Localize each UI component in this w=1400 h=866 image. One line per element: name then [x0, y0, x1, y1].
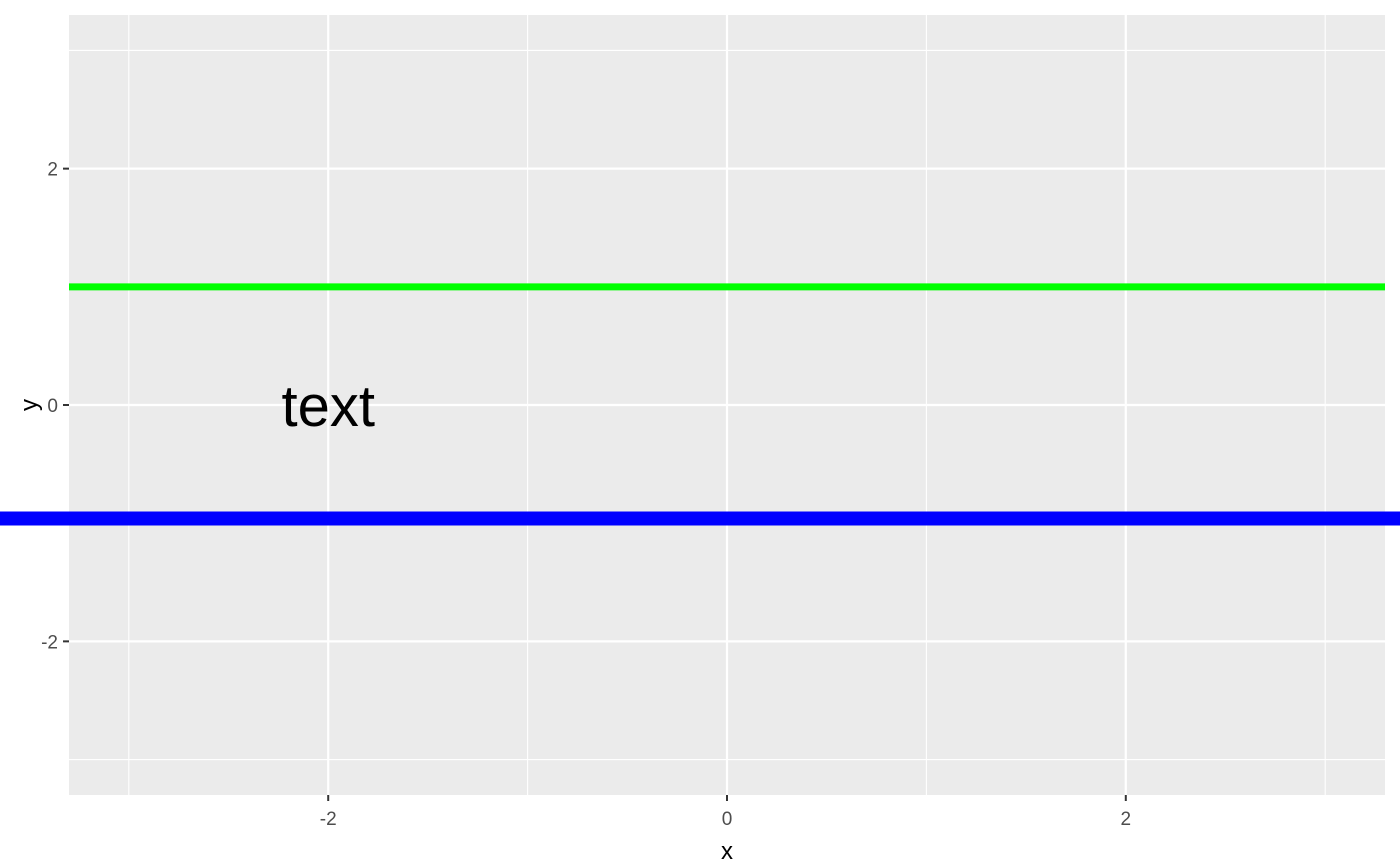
y-tick-label: 2	[47, 160, 58, 181]
annotation-layer: text	[281, 374, 375, 439]
hline-layer	[0, 283, 1400, 526]
x-axis: -2 0 2	[320, 795, 1131, 830]
y-tick-label: -2	[41, 632, 58, 653]
major-gridlines	[69, 15, 1385, 795]
y-axis: -2 0 2	[41, 160, 69, 653]
y-tick-label: 0	[47, 396, 58, 417]
y-axis-title: y	[16, 399, 43, 411]
x-axis-title: x	[721, 838, 733, 865]
annotation-text: text	[281, 374, 375, 439]
x-tick-label: 0	[722, 809, 733, 830]
x-tick-label: 2	[1120, 809, 1131, 830]
x-tick-label: -2	[320, 809, 337, 830]
